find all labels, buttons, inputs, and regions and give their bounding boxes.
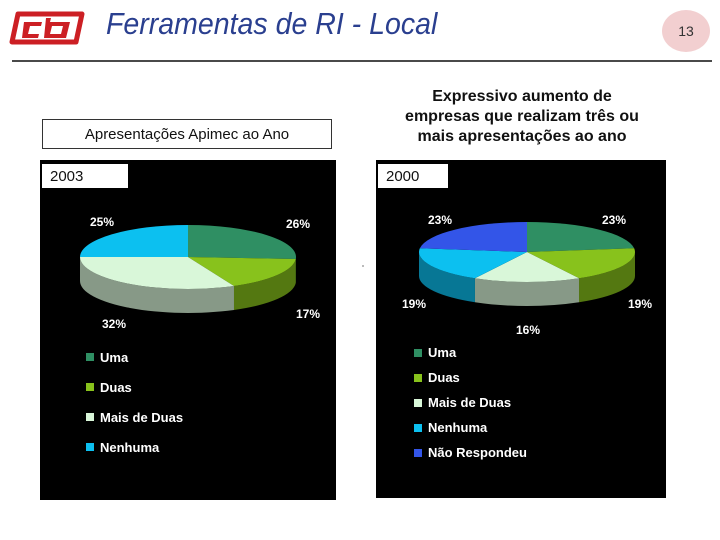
pie-side-mais-de-duas [474,278,580,306]
pie-slice-não-respondeu [419,222,527,252]
pie-slice-mais-de-duas [80,257,234,289]
right-title-line-2: empresas que realizam três ou [405,108,639,125]
legend-item-nenhuma: Nenhuma [86,432,183,462]
legend-swatch [86,353,94,361]
stray-dot [362,265,364,267]
page-number-badge: 13 [662,10,710,52]
legend-swatch [414,448,422,457]
pie-label-nenhuma: 25% [90,215,114,229]
year-label-2000: 2000 [378,164,448,188]
legend-swatch [86,383,94,391]
pie-side-nenhuma [419,252,475,303]
legend-item-mais-de-duas: Mais de Duas [86,402,183,432]
pie-label-nenhuma: 19% [402,297,426,311]
legend-swatch [414,348,422,357]
legend-swatch [414,398,422,407]
legend-label: Mais de Duas [428,395,512,410]
legend-2003: Uma Duas Mais de Duas Nenhuma [86,342,183,462]
left-chart-panel: 26% 17% 32% 25% 2003 Uma Duas Mais de Duas Nen… [40,160,336,500]
pie-label-duas: 19% [628,297,652,311]
pie-label-mais-de-duas: 32% [102,317,126,331]
legend-item-uma: Uma [414,340,527,365]
pie-slice-nenhuma [418,248,527,279]
pie-label-uma: 23% [602,213,626,227]
pie-slice-nenhuma [80,225,188,257]
legend-label: Não Respondeu [428,445,527,460]
legend-label: Uma [428,345,457,360]
cb-logo-icon [9,11,85,45]
right-chart-title: Expressivo aumento de empresas que reali… [380,82,664,154]
legend-item-não-respondeu: Não Respondeu [414,440,527,465]
legend-item-duas: Duas [86,372,183,402]
header-divider [12,60,712,62]
pie-slice-mais-de-duas [474,252,580,282]
page-title: Ferramentas de RI - Local [106,6,438,41]
legend-label: Duas [428,370,460,385]
right-title-line-3: mais apresentações ao ano [417,128,627,145]
legend-item-nenhuma: Nenhuma [414,415,527,440]
legend-2000: Uma Duas Mais de Duas Nenhuma Não Respondeu [414,340,527,465]
pie-slice-duas [188,257,296,286]
pie-side-duas [233,259,296,310]
pie-label-uma: 26% [286,217,310,231]
pie-slice-uma [527,222,635,252]
pie-chart-2000: 23% 19% 16% 19% 23% [402,213,652,337]
legend-swatch [414,423,422,432]
legend-swatch [86,443,94,451]
legend-label: Uma [100,349,129,365]
legend-label: Nenhuma [428,420,488,435]
legend-swatch [86,413,94,421]
right-title-line-1: Expressivo aumento de [432,88,612,105]
legend-item-uma: Uma [86,342,183,372]
legend-swatch [414,373,422,382]
legend-item-mais-de-duas: Mais de Duas [414,390,527,415]
pie-label-duas: 17% [296,307,320,321]
pie-label-mais-de-duas: 16% [516,323,540,337]
legend-label: Mais de Duas [100,409,184,425]
pie-side-duas [579,252,635,303]
left-chart-title: Apresentações Apimec ao Ano [42,119,332,149]
pie-slice-duas [527,248,635,279]
right-chart-panel: 23% 19% 16% 19% 23% 2000 Uma Duas Mais de Duas… [376,160,666,498]
legend-item-duas: Duas [414,365,527,390]
pie-slice-uma [188,225,296,260]
pie-side-mais-de-duas [80,257,234,313]
year-label-2003: 2003 [42,164,128,188]
legend-label: Duas [100,379,132,395]
pie-chart-2003: 26% 17% 32% 25% [80,215,320,331]
legend-label: Nenhuma [100,439,160,455]
pie-label-não-respondeu: 23% [428,213,452,227]
